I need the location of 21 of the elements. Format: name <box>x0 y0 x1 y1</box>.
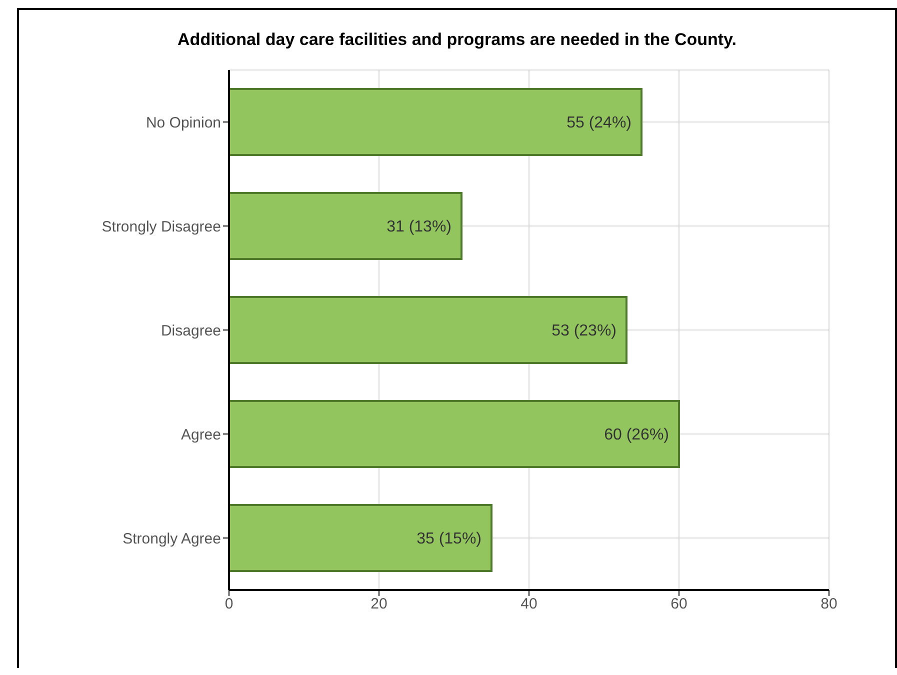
bar <box>229 400 680 468</box>
bar <box>229 88 642 156</box>
data-label: 31 (13%) <box>386 218 452 236</box>
y-tick-label: No Opinion <box>146 114 221 132</box>
x-tick-label: 60 <box>670 596 688 613</box>
bar <box>229 192 462 260</box>
x-tick-label: 80 <box>820 596 838 613</box>
x-tick-label: 40 <box>520 596 538 613</box>
y-tick-label: Strongly Agree <box>122 530 221 548</box>
data-label: 53 (23%) <box>552 322 616 340</box>
data-label: 60 (26%) <box>604 426 669 444</box>
bar <box>229 504 492 572</box>
data-label: 35 (15%) <box>416 530 482 548</box>
y-tick-label: Strongly Disagree <box>102 218 221 236</box>
data-label: 55 (24%) <box>566 114 632 132</box>
x-tick-label: 0 <box>224 596 234 613</box>
chart-title: Additional day care facilities and programs are needed in the County. <box>176 30 738 50</box>
bar <box>229 296 628 364</box>
y-tick-label: Agree <box>180 426 221 444</box>
y-tick-label: Disagree <box>160 322 221 340</box>
x-tick-label: 20 <box>370 596 388 613</box>
